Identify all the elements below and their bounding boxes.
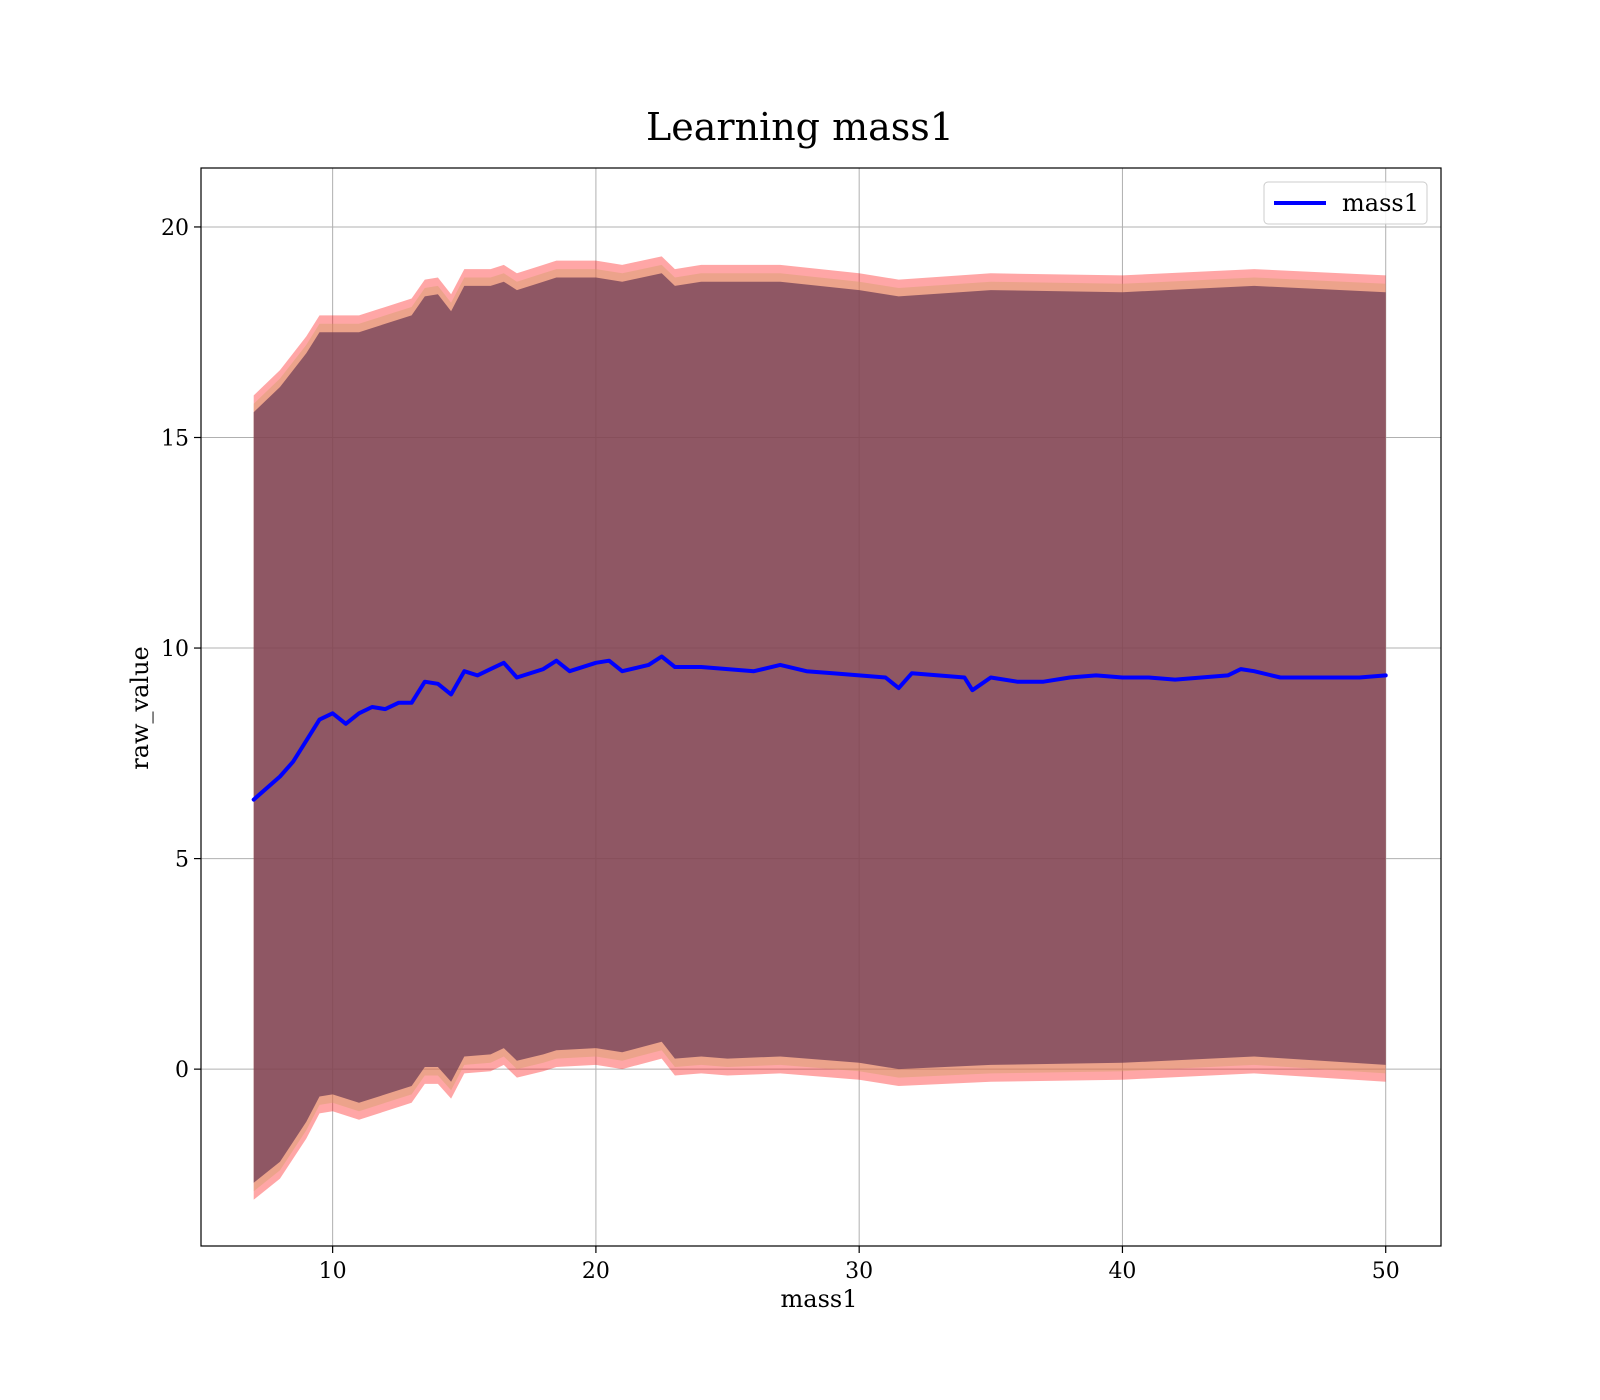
x-tick-label-4: 50 <box>1372 1259 1400 1284</box>
plot-frame <box>200 167 1442 1247</box>
y-tick-label-2: 10 <box>161 637 189 662</box>
series-lines <box>251 654 1388 802</box>
x-axis-label: mass1 <box>781 1285 858 1313</box>
legend-box <box>1263 181 1428 225</box>
y-tick-label-1: 5 <box>175 848 189 873</box>
chart-title: Learning mass1 <box>646 105 954 149</box>
legend: mass1 <box>1263 181 1428 225</box>
confidence-bands <box>253 256 1386 1200</box>
series-line-mass1 <box>251 654 1388 802</box>
x-tick-label-2: 30 <box>845 1259 873 1284</box>
x-tick-label-3: 40 <box>1108 1259 1136 1284</box>
y-tick-label-0: 0 <box>175 1058 189 1083</box>
legend-label-0: mass1 <box>1342 189 1419 217</box>
y-tick-label-3: 15 <box>161 427 189 452</box>
y-axis-label: raw_value <box>126 646 154 770</box>
axis-ticks: 10 20 30 40 50 0 5 10 15 20 <box>161 216 1400 1284</box>
x-tick-label-0: 10 <box>319 1259 347 1284</box>
x-tick-label-1: 20 <box>582 1259 610 1284</box>
confidence-band-2 <box>253 273 1386 1183</box>
y-tick-label-4: 20 <box>161 216 189 241</box>
